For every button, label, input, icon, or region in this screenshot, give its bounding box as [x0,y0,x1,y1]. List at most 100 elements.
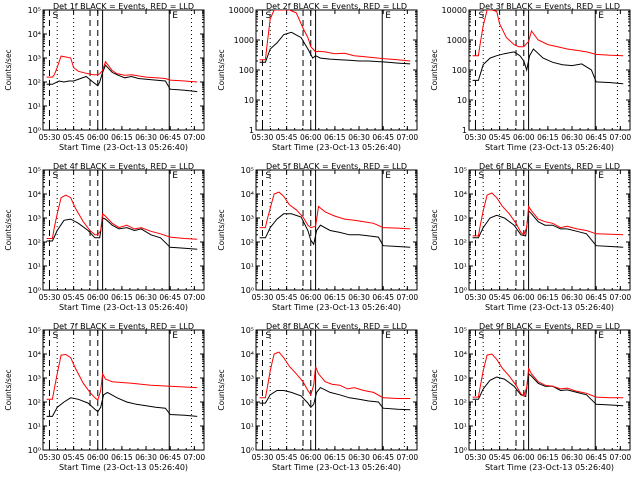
x-tick-label: 05:30 [252,453,274,462]
end-marker-label: E [598,331,604,341]
end-marker-label: E [172,331,178,341]
y-tick-label: 10⁰ [241,446,254,455]
x-axis-label: Start Time (23-Oct-13 05:26:40) [272,303,401,312]
x-tick-label: 06:30 [561,453,583,462]
y-axis-label: Counts/sec [430,49,439,90]
end-marker-label: E [172,11,178,21]
y-tick-label: 10000 [229,6,254,15]
x-tick-label: 05:45 [63,453,85,462]
x-tick-label: 06:00 [300,133,322,142]
x-axis-label: Start Time (23-Oct-13 05:26:40) [59,463,188,472]
x-tick-label: 06:15 [324,453,346,462]
x-tick-label: 06:15 [537,453,559,462]
y-tick-label: 10⁵ [28,6,41,15]
x-axis-label: Start Time (23-Oct-13 05:26:40) [272,463,401,472]
x-tick-label: 06:45 [159,293,181,302]
x-tick-label: 05:45 [276,133,298,142]
x-tick-label: 06:00 [300,293,322,302]
x-tick-label: 06:30 [135,133,157,142]
x-axis-label: Start Time (23-Oct-13 05:26:40) [272,143,401,152]
events-series-line [259,31,411,65]
plot-frame [468,169,631,291]
y-tick-label: 10000 [442,6,467,15]
y-tick-label: 10⁰ [28,126,41,135]
y-axis-label: Counts/sec [4,209,13,250]
x-tick-label: 07:00 [610,453,632,462]
y-tick-label: 10¹ [454,262,467,271]
x-tick-label: 06:15 [537,293,559,302]
y-tick-label: 10⁴ [28,30,41,39]
y-tick-label: 10² [454,398,467,407]
y-tick-label: 10² [241,398,254,407]
x-tick-label: 06:45 [585,293,607,302]
x-tick-label: 06:30 [135,453,157,462]
y-tick-label: 10¹ [28,262,41,271]
x-tick-label: 06:15 [111,133,133,142]
end-marker-label: E [385,11,391,21]
start-marker-label: S [478,331,484,341]
events-series-line [46,64,198,93]
y-tick-label: 10⁴ [241,190,254,199]
events-series-line [259,213,411,248]
start-marker-label: S [265,331,271,341]
y-tick-label: 10³ [454,374,467,383]
y-tick-label: 10² [454,238,467,247]
plot-frame [42,9,205,131]
y-tick-label: 10² [28,398,41,407]
events-series-line [46,391,198,417]
x-tick-label: 06:15 [111,293,133,302]
lld-series-line [46,55,198,83]
x-tick-label: 06:45 [585,453,607,462]
y-axis-label: Counts/sec [217,209,226,250]
x-tick-label: 05:30 [465,453,487,462]
y-tick-label: 10⁰ [28,446,41,455]
x-tick-label: 07:00 [610,133,632,142]
x-tick-label: 07:00 [184,453,206,462]
x-tick-label: 06:00 [513,293,535,302]
lld-series-line [472,353,624,399]
x-tick-label: 05:45 [276,453,298,462]
y-tick-label: 10¹ [241,262,254,271]
end-marker-label: E [598,11,604,21]
plot-frame [468,9,631,131]
start-marker-label: S [52,11,58,21]
panel-title: Det 8f BLACK = Events, RED = LLD [266,322,407,331]
x-tick-label: 06:30 [348,293,370,302]
x-tick-label: 07:00 [397,453,419,462]
y-axis-label: Counts/sec [217,49,226,90]
panel-title: Det 9f BLACK = Events, RED = LLD [479,322,620,331]
x-tick-label: 06:00 [87,133,109,142]
start-marker-label: S [52,171,58,181]
y-tick-label: 10² [28,78,41,87]
y-tick-label: 10⁰ [241,286,254,295]
x-tick-label: 06:45 [372,133,394,142]
x-tick-label: 06:00 [513,453,535,462]
lld-series-line [472,10,624,57]
plot-frame [255,9,418,131]
x-tick-label: 05:30 [39,453,61,462]
x-axis-label: Start Time (23-Oct-13 05:26:40) [485,303,614,312]
start-marker-label: S [478,171,484,181]
y-tick-label: 10³ [28,214,41,223]
x-tick-label: 05:30 [252,133,274,142]
x-tick-label: 06:30 [561,293,583,302]
x-tick-label: 07:00 [184,133,206,142]
y-tick-label: 10⁴ [454,190,467,199]
y-tick-label: 10² [28,238,41,247]
x-tick-label: 06:30 [348,453,370,462]
y-tick-label: 100 [452,66,467,75]
x-tick-label: 06:45 [372,293,394,302]
plot-frame [255,329,418,451]
y-tick-label: 10³ [454,214,467,223]
x-tick-label: 07:00 [184,293,206,302]
x-tick-label: 07:00 [610,293,632,302]
x-tick-label: 05:30 [465,293,487,302]
y-tick-label: 10⁵ [241,166,254,175]
y-axis-label: Counts/sec [217,369,226,410]
